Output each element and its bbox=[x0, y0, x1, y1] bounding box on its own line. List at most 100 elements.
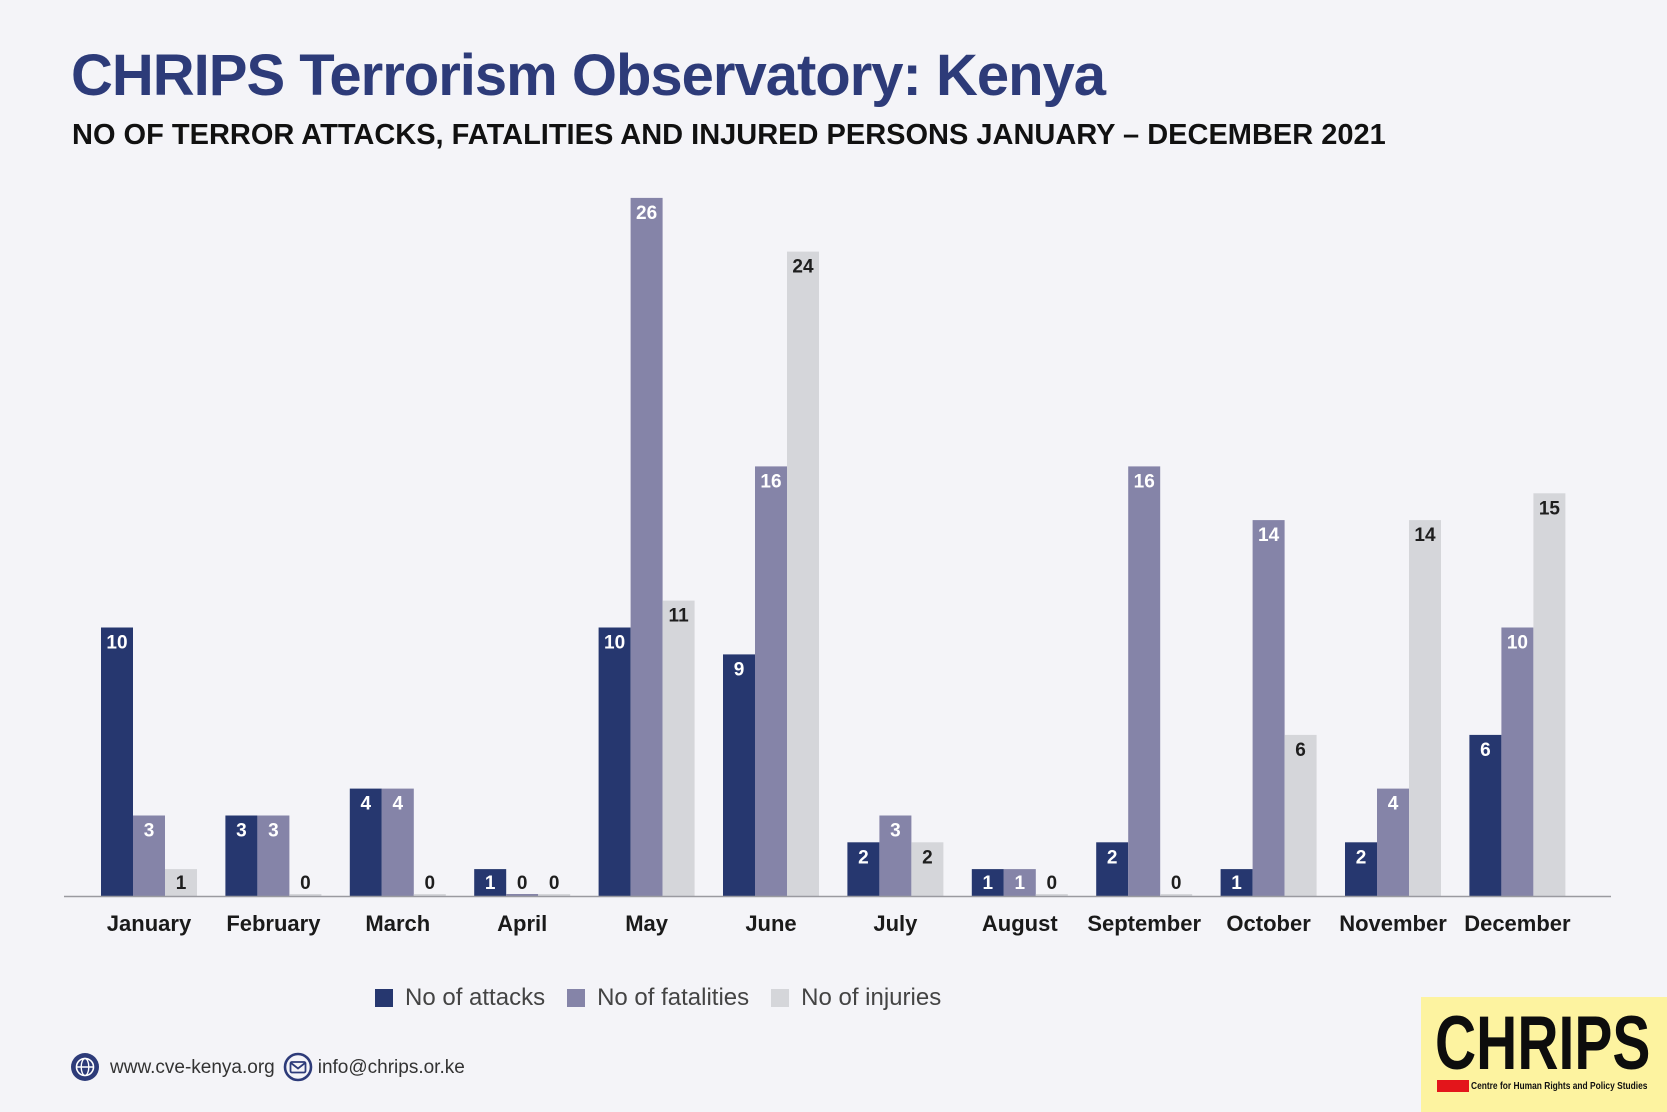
value-label-no-of-fatalities-april: 0 bbox=[517, 873, 528, 894]
value-label-no-of-attacks-march: 4 bbox=[361, 794, 372, 815]
legend-swatch-injuries bbox=[771, 989, 790, 1007]
value-label-no-of-injuries-may: 11 bbox=[669, 606, 690, 627]
category-label-april: April bbox=[497, 911, 547, 936]
value-label-no-of-fatalities-february: 3 bbox=[268, 821, 279, 842]
bar-no-of-fatalities-december bbox=[1501, 627, 1534, 896]
bar-no-of-attacks-july bbox=[847, 842, 880, 896]
category-label-january: January bbox=[107, 911, 192, 936]
category-label-september: September bbox=[1087, 911, 1201, 936]
value-label-no-of-fatalities-august: 1 bbox=[1015, 873, 1026, 894]
bar-no-of-attacks-april bbox=[474, 869, 507, 896]
value-label-no-of-injuries-october: 6 bbox=[1295, 740, 1306, 761]
legend-label-fatalities: No of fatalities bbox=[597, 984, 750, 1011]
bar-no-of-injuries-february bbox=[289, 894, 322, 896]
category-label-may: May bbox=[625, 911, 669, 936]
value-label-no-of-fatalities-october: 14 bbox=[1258, 525, 1280, 546]
value-label-no-of-injuries-september: 0 bbox=[1171, 873, 1182, 894]
category-label-july: July bbox=[873, 911, 918, 936]
bar-no-of-fatalities-june bbox=[755, 466, 787, 896]
value-label-no-of-injuries-july: 2 bbox=[922, 847, 933, 868]
value-label-no-of-fatalities-july: 3 bbox=[890, 821, 901, 842]
bar-no-of-attacks-june bbox=[723, 654, 755, 897]
value-label-no-of-attacks-october: 1 bbox=[1231, 873, 1242, 894]
value-label-no-of-fatalities-september: 16 bbox=[1134, 471, 1155, 492]
category-label-march: March bbox=[365, 911, 430, 936]
bar-no-of-fatalities-july bbox=[879, 815, 912, 897]
bar-no-of-fatalities-may bbox=[630, 197, 663, 896]
chart-legend: No of attacks No of fatalities No of inj… bbox=[375, 986, 963, 1010]
bar-no-of-fatalities-january bbox=[133, 815, 165, 897]
bars-group bbox=[101, 197, 1566, 897]
value-label-no-of-fatalities-may: 26 bbox=[636, 203, 657, 224]
category-label-june: June bbox=[745, 911, 796, 936]
bar-no-of-injuries-july bbox=[911, 842, 944, 896]
legend-swatch-attacks bbox=[375, 989, 393, 1007]
legend-label-attacks: No of attacks bbox=[405, 984, 546, 1011]
globe-icon bbox=[70, 1052, 100, 1082]
category-labels-group: January February March April May June July Augu… bbox=[107, 911, 1571, 936]
value-label-no-of-attacks-july: 2 bbox=[858, 847, 869, 868]
value-label-no-of-injuries-august: 0 bbox=[1047, 873, 1058, 894]
chart-title: CHRIPS Terrorism Observatory: Kenya bbox=[71, 43, 1106, 108]
legend-item-fatalities: No of fatalities bbox=[567, 986, 749, 1010]
chart-subtitle: NO OF TERROR ATTACKS, FATALITIES AND INJ… bbox=[72, 119, 1386, 151]
bar-no-of-attacks-february bbox=[225, 815, 258, 897]
value-label-no-of-attacks-april: 1 bbox=[485, 873, 496, 894]
mail-icon bbox=[283, 1052, 313, 1082]
category-label-december: December bbox=[1464, 911, 1571, 936]
bar-no-of-fatalities-november bbox=[1377, 788, 1409, 896]
bar-no-of-attacks-august bbox=[971, 869, 1004, 896]
value-label-no-of-attacks-february: 3 bbox=[236, 821, 247, 842]
legend-swatch-fatalities bbox=[567, 989, 586, 1007]
logo-tagline: Centre for Human Rights and Policy Studi… bbox=[1471, 1080, 1648, 1092]
legend-item-attacks: No of attacks bbox=[375, 986, 545, 1010]
bar-no-of-attacks-january bbox=[101, 627, 133, 896]
category-label-november: November bbox=[1339, 911, 1447, 936]
value-label-no-of-attacks-may: 10 bbox=[604, 633, 625, 654]
value-label-no-of-fatalities-january: 3 bbox=[144, 821, 155, 842]
legend-label-injuries: No of injuries bbox=[801, 984, 942, 1011]
value-label-no-of-fatalities-march: 4 bbox=[393, 794, 404, 815]
bar-no-of-fatalities-february bbox=[257, 815, 290, 897]
bar-no-of-attacks-march bbox=[349, 788, 382, 896]
bar-no-of-injuries-november bbox=[1409, 520, 1441, 896]
value-label-no-of-attacks-january: 10 bbox=[106, 633, 127, 654]
bar-no-of-injuries-december bbox=[1533, 493, 1566, 897]
logo-red-bar bbox=[1437, 1080, 1469, 1092]
bar-no-of-attacks-september bbox=[1096, 842, 1129, 896]
footer-contacts: www.cve-kenya.org info@chrips.or.ke bbox=[70, 1052, 465, 1082]
value-label-no-of-attacks-december: 6 bbox=[1480, 740, 1491, 761]
email-text: info@chrips.or.ke bbox=[317, 1056, 465, 1078]
bar-no-of-injuries-september bbox=[1160, 894, 1193, 896]
value-label-no-of-injuries-november: 14 bbox=[1414, 525, 1436, 546]
value-label-no-of-injuries-march: 0 bbox=[425, 873, 436, 894]
bar-no-of-injuries-august bbox=[1035, 894, 1068, 896]
value-label-no-of-fatalities-june: 16 bbox=[760, 471, 781, 492]
value-label-no-of-attacks-august: 1 bbox=[983, 873, 994, 894]
bar-no-of-injuries-april bbox=[538, 894, 571, 896]
category-label-february: February bbox=[226, 911, 321, 936]
bar-no-of-fatalities-august bbox=[1003, 869, 1036, 896]
website-text: www.cve-kenya.org bbox=[110, 1056, 275, 1078]
value-label-no-of-attacks-september: 2 bbox=[1107, 847, 1118, 868]
value-label-no-of-attacks-november: 2 bbox=[1356, 847, 1367, 868]
bar-no-of-fatalities-october bbox=[1252, 520, 1285, 896]
bar-no-of-fatalities-september bbox=[1128, 466, 1161, 896]
value-label-no-of-injuries-december: 15 bbox=[1539, 498, 1561, 519]
bar-no-of-injuries-october bbox=[1284, 734, 1317, 896]
bar-no-of-injuries-may bbox=[662, 600, 695, 896]
value-label-no-of-injuries-january: 1 bbox=[176, 873, 187, 894]
value-label-no-of-injuries-april: 0 bbox=[549, 873, 560, 894]
category-label-october: October bbox=[1226, 911, 1311, 936]
value-label-no-of-fatalities-november: 4 bbox=[1388, 794, 1399, 815]
logo-wordmark: CHRIPS bbox=[1435, 1000, 1651, 1087]
chrips-logo: CHRIPS Centre for Human Rights and Polic… bbox=[1421, 997, 1667, 1112]
value-label-no-of-injuries-june: 24 bbox=[792, 257, 814, 278]
value-label-no-of-fatalities-december: 10 bbox=[1507, 633, 1528, 654]
bar-no-of-fatalities-april bbox=[506, 894, 539, 896]
bar-no-of-attacks-december bbox=[1469, 734, 1502, 896]
category-label-august: August bbox=[982, 911, 1058, 936]
bar-no-of-injuries-march bbox=[413, 894, 446, 896]
